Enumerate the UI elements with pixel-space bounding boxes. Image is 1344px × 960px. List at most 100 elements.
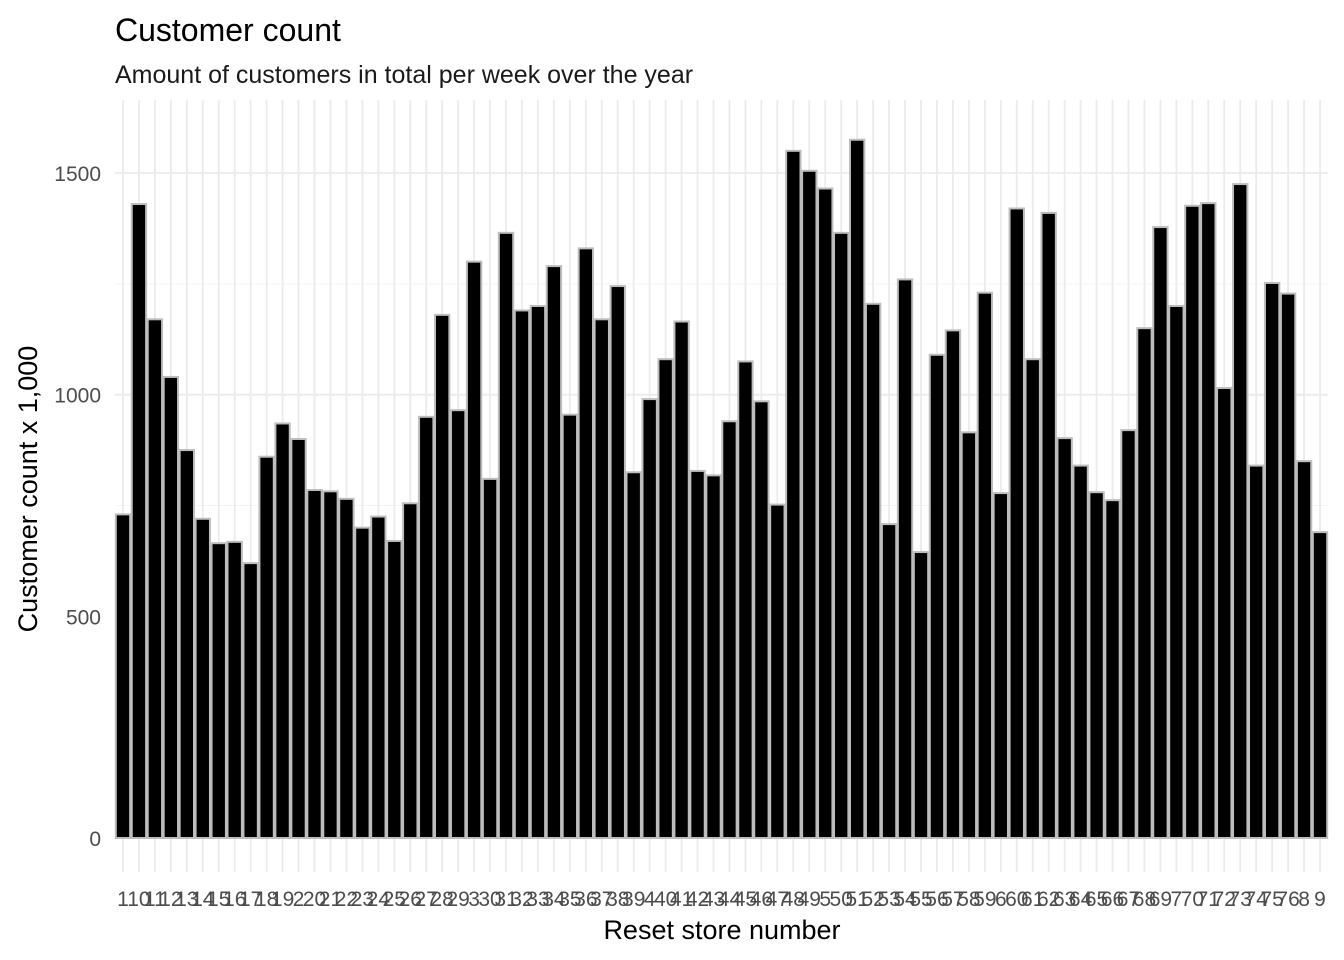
x-tick-label: 67 bbox=[1117, 888, 1140, 911]
x-axis-ticks: 1101112131415161718192202122232425262728… bbox=[117, 888, 1326, 911]
bar-62 bbox=[1040, 211, 1057, 839]
bar-4 bbox=[641, 398, 658, 839]
bar-65 bbox=[1088, 491, 1105, 839]
x-tick-label: 48 bbox=[782, 888, 805, 911]
x-tick-label: 52 bbox=[861, 888, 884, 911]
x-tick-label: 62 bbox=[1037, 888, 1060, 911]
bar-39 bbox=[625, 471, 642, 839]
bar-50 bbox=[833, 231, 850, 840]
x-tick-label: 44 bbox=[718, 888, 742, 911]
bar-16 bbox=[226, 540, 243, 839]
bar-74 bbox=[1248, 464, 1265, 839]
x-tick-label: 54 bbox=[893, 888, 917, 911]
bar-26 bbox=[402, 502, 419, 839]
x-tick-label: 20 bbox=[303, 888, 326, 911]
x-tick-label: 47 bbox=[766, 888, 789, 911]
x-tick-label: 35 bbox=[558, 888, 581, 911]
x-tick-label: 1 bbox=[117, 888, 129, 911]
x-tick-label: 60 bbox=[1005, 888, 1028, 911]
bar-21 bbox=[322, 490, 339, 839]
bar-71 bbox=[1200, 202, 1217, 839]
bar-37 bbox=[593, 318, 610, 839]
x-tick-label: 70 bbox=[1181, 888, 1204, 911]
bar-46 bbox=[753, 400, 770, 839]
bar-55 bbox=[912, 551, 930, 839]
bar-17 bbox=[242, 562, 259, 839]
bar-36 bbox=[577, 247, 595, 839]
x-tick-label: 8 bbox=[1298, 888, 1310, 911]
x-tick-label: 56 bbox=[925, 888, 948, 911]
x-tick-label: 41 bbox=[670, 888, 693, 911]
bar-34 bbox=[545, 265, 563, 840]
bar-40 bbox=[657, 358, 674, 839]
x-tick-label: 29 bbox=[446, 888, 469, 911]
bar-53 bbox=[880, 523, 898, 839]
bar-33 bbox=[529, 305, 547, 839]
bar-28 bbox=[434, 313, 451, 839]
x-axis-title: Reset store number bbox=[603, 915, 840, 945]
x-tick-label: 68 bbox=[1133, 888, 1156, 911]
x-tick-label: 16 bbox=[223, 888, 246, 911]
bar-51 bbox=[848, 138, 866, 839]
x-tick-label: 49 bbox=[798, 888, 821, 911]
x-tick-label: 5 bbox=[819, 888, 831, 911]
x-tick-label: 27 bbox=[415, 888, 438, 911]
bar-43 bbox=[705, 474, 722, 839]
bar-2 bbox=[290, 438, 307, 839]
bar-5 bbox=[817, 187, 834, 839]
x-tick-label: 40 bbox=[654, 888, 677, 911]
x-tick-label: 36 bbox=[574, 888, 597, 911]
x-tick-label: 75 bbox=[1260, 888, 1283, 911]
x-tick-label: 7 bbox=[1171, 888, 1183, 911]
bar-11 bbox=[146, 318, 164, 839]
x-tick-label: 39 bbox=[622, 888, 645, 911]
y-tick-label: 0 bbox=[89, 828, 101, 851]
bar-32 bbox=[513, 309, 531, 839]
x-tick-label: 19 bbox=[271, 888, 294, 911]
x-tick-label: 74 bbox=[1245, 888, 1269, 911]
bar-67 bbox=[1120, 429, 1137, 839]
bar-6 bbox=[992, 492, 1009, 839]
x-tick-label: 38 bbox=[606, 888, 629, 911]
bar-14 bbox=[194, 517, 211, 839]
bar-8 bbox=[1295, 460, 1313, 839]
bar-23 bbox=[354, 526, 371, 839]
x-tick-label: 15 bbox=[207, 888, 230, 911]
bar-59 bbox=[976, 291, 994, 839]
x-tick-label: 69 bbox=[1149, 888, 1172, 911]
x-tick-label: 13 bbox=[175, 888, 198, 911]
bar-25 bbox=[386, 539, 403, 839]
bar-72 bbox=[1216, 387, 1233, 839]
x-tick-label: 9 bbox=[1314, 888, 1326, 911]
bar-45 bbox=[737, 360, 754, 839]
x-tick-label: 58 bbox=[957, 888, 980, 911]
bar-48 bbox=[785, 149, 802, 839]
bar-75 bbox=[1263, 281, 1281, 839]
x-tick-label: 28 bbox=[431, 888, 454, 911]
bar-27 bbox=[418, 415, 435, 839]
x-tick-label: 33 bbox=[526, 888, 549, 911]
x-tick-label: 59 bbox=[973, 888, 996, 911]
chart-subtitle: Amount of customers in total per week ov… bbox=[115, 61, 693, 89]
bar-47 bbox=[769, 503, 786, 839]
x-tick-label: 46 bbox=[750, 888, 773, 911]
x-tick-label: 55 bbox=[909, 888, 932, 911]
x-tick-label: 23 bbox=[351, 888, 374, 911]
bar-30 bbox=[481, 477, 499, 839]
bar-57 bbox=[944, 329, 962, 839]
y-axis-title: Customer count x 1,000 bbox=[13, 346, 43, 633]
bar-10 bbox=[130, 203, 148, 839]
bar-49 bbox=[801, 169, 818, 839]
x-tick-label: 32 bbox=[510, 888, 533, 911]
bar-61 bbox=[1024, 358, 1041, 839]
bar-69 bbox=[1152, 226, 1169, 839]
bar-15 bbox=[210, 542, 227, 839]
x-tick-label: 45 bbox=[734, 888, 757, 911]
bar-18 bbox=[258, 455, 275, 839]
bar-1 bbox=[114, 513, 132, 839]
x-tick-label: 4 bbox=[644, 888, 656, 911]
x-tick-label: 66 bbox=[1101, 888, 1124, 911]
x-tick-label: 64 bbox=[1069, 888, 1093, 911]
y-tick-label: 500 bbox=[66, 606, 101, 629]
